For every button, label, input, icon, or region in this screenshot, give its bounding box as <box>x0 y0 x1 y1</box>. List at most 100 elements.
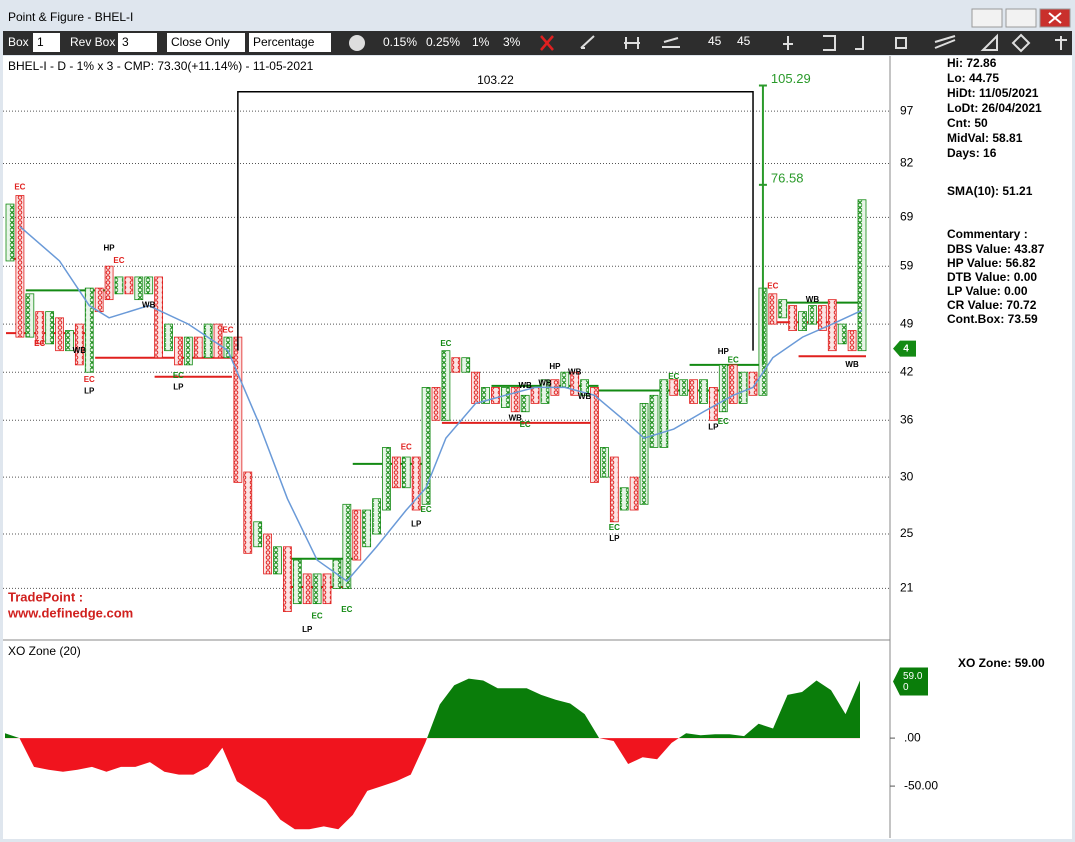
angle-icon[interactable]: 45 <box>708 34 722 48</box>
x-column <box>679 379 689 396</box>
rev-box-label: Rev Box <box>70 35 115 49</box>
o-column <box>748 371 758 396</box>
pattern-label: EC <box>767 282 778 291</box>
price-select-value: Close Only <box>171 35 230 49</box>
pattern-label: EC <box>421 505 432 514</box>
y-tick-label: 97 <box>900 103 914 117</box>
x-column <box>362 509 372 548</box>
x-column <box>540 379 550 404</box>
preset[interactable]: 3% <box>503 35 521 49</box>
box-input[interactable] <box>33 33 60 52</box>
x-column <box>65 330 74 352</box>
preset[interactable]: 0.25% <box>426 35 460 49</box>
x-column <box>401 456 411 489</box>
info-value: 72.86 <box>966 56 996 70</box>
x-column <box>639 403 649 505</box>
pattern-label: WB <box>578 392 592 401</box>
o-column <box>768 293 778 325</box>
rev-box-input[interactable] <box>118 33 157 52</box>
o-column <box>471 371 481 404</box>
price-select[interactable] <box>167 33 245 52</box>
pattern-label: LP <box>609 534 620 543</box>
commentary-item: LP Value: 0.00 <box>947 284 1028 298</box>
x-column <box>619 487 629 511</box>
x-column <box>164 323 173 352</box>
method-select[interactable] <box>249 33 331 52</box>
chart-title: BHEL-I - D - 1% x 3 - CMP: 73.30(+11.14%… <box>8 59 314 73</box>
x-column <box>382 447 391 511</box>
pattern-label: HP <box>549 362 561 371</box>
x-column <box>718 364 728 413</box>
box-label: Box <box>8 35 29 49</box>
xo-marker-label: 0 <box>903 682 909 693</box>
o-column <box>708 387 718 421</box>
o-column <box>174 336 183 366</box>
pattern-label: WB <box>509 414 523 423</box>
o-column <box>94 287 104 313</box>
delete-icon[interactable] <box>540 35 554 51</box>
count-label: 103.22 <box>477 73 514 87</box>
angle-icon[interactable]: 45 <box>737 34 751 48</box>
pattern-label: WB <box>538 379 552 388</box>
info-label: LoDt: <box>947 101 978 115</box>
x-column <box>253 521 263 548</box>
pattern-label: HP <box>104 243 116 252</box>
o-column <box>590 387 599 483</box>
x-column <box>738 371 748 404</box>
pattern-label: EC <box>520 420 531 429</box>
o-column <box>728 364 738 404</box>
info-label: SMA(10): <box>947 184 999 198</box>
pattern-label: EC <box>14 182 25 191</box>
o-column <box>411 456 421 511</box>
xo-marker <box>893 667 928 696</box>
o-column <box>282 546 292 612</box>
info-label: CR Value: <box>947 298 1003 312</box>
o-column <box>154 276 164 359</box>
y2-tick-label: -50.00 <box>904 778 938 792</box>
o-column <box>263 533 272 575</box>
o-column <box>451 357 461 373</box>
stat: LoDt: 26/04/2021 <box>947 101 1042 115</box>
preset[interactable]: 0.15% <box>383 35 417 49</box>
pattern-label: LP <box>411 519 422 528</box>
o-column <box>669 379 679 396</box>
info-value: 0.00 <box>1014 270 1038 284</box>
x-column <box>778 299 788 319</box>
info-label: Cont.Box: <box>947 312 1004 326</box>
x-column <box>45 311 55 345</box>
y-tick-label: 21 <box>900 581 914 595</box>
o-column <box>570 371 580 396</box>
sma-line <box>19 225 863 583</box>
o-column <box>788 305 798 331</box>
maximize-button[interactable] <box>1005 8 1037 28</box>
x-column <box>580 379 590 396</box>
x-column <box>273 546 282 575</box>
info-value: 26/04/2021 <box>982 101 1042 115</box>
o-column <box>15 195 25 338</box>
reset-icon[interactable] <box>349 35 365 51</box>
minimize-button[interactable] <box>971 8 1003 28</box>
pattern-label: EC <box>718 417 729 426</box>
pattern-label: LP <box>302 625 313 634</box>
y2-tick-label: .00 <box>904 730 921 744</box>
info-label: Lo: <box>947 71 966 85</box>
info-label: MidVal: <box>947 131 989 145</box>
x-column <box>223 336 233 359</box>
x-column <box>84 287 94 373</box>
y-tick-label: 25 <box>900 526 914 540</box>
info-value: 73.59 <box>1008 312 1038 326</box>
x-column <box>520 394 530 413</box>
preset[interactable]: 1% <box>472 35 490 49</box>
x-column <box>808 305 817 325</box>
sma-value: SMA(10): 51.21 <box>947 184 1033 198</box>
o-column <box>817 305 827 331</box>
info-value: 56.82 <box>1005 256 1035 270</box>
commentary-item: Cont.Box: 73.59 <box>947 312 1038 326</box>
xo-zone-value: XO Zone: 59.00 <box>958 656 1045 670</box>
info-value: 59.00 <box>1015 656 1045 670</box>
pattern-label: EC <box>84 375 95 384</box>
box-value: 1 <box>37 35 44 49</box>
x-column <box>798 311 807 331</box>
